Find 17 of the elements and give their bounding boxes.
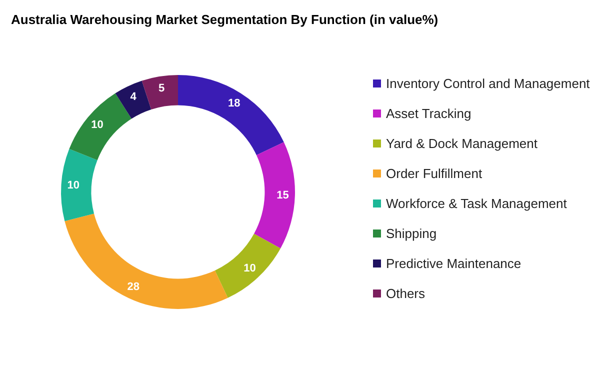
- legend-label: Asset Tracking: [386, 106, 472, 121]
- data-label: 10: [91, 119, 104, 132]
- data-label: 10: [67, 179, 80, 192]
- legend-label: Workforce & Task Management: [386, 196, 568, 211]
- data-label: 15: [276, 189, 289, 202]
- legend-label: Inventory Control and Management: [386, 76, 590, 91]
- legend-label: Order Fulfillment: [386, 166, 482, 181]
- data-label: 5: [158, 82, 165, 94]
- legend-label: Shipping: [386, 226, 437, 241]
- data-label: 10: [244, 262, 256, 274]
- data-label: 28: [127, 280, 140, 293]
- chart-title: Australia Warehousing Market Segmentation By Function (in value%): [11, 12, 438, 27]
- legend-label: Others: [386, 286, 426, 301]
- legend-label: Yard & Dock Management: [386, 136, 538, 151]
- data-label: 4: [130, 91, 138, 104]
- data-label: 18: [228, 97, 240, 110]
- legend-label: Predictive Maintenance: [386, 256, 522, 271]
